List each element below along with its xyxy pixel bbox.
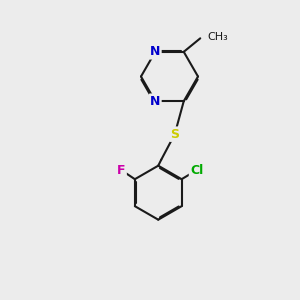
- Text: S: S: [170, 128, 179, 141]
- Text: N: N: [150, 45, 160, 58]
- Text: Cl: Cl: [190, 164, 203, 177]
- Text: F: F: [117, 164, 126, 177]
- Text: N: N: [150, 95, 160, 108]
- Text: CH₃: CH₃: [208, 32, 229, 42]
